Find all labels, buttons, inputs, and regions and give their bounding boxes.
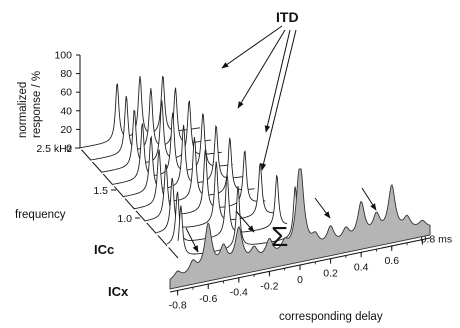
icc-curve [145, 149, 266, 222]
icc-curve [134, 137, 255, 210]
icx-label: ICx [108, 284, 129, 299]
frequency-axis-line [79, 147, 179, 259]
icc-curve-mask [80, 76, 200, 150]
frequency-tick-group: 2.5 kHz 1.5 1.0 [36, 143, 140, 225]
delay-tick-label: -0.6 [199, 293, 217, 305]
itd-arrow-2 [237, 29, 286, 109]
sum-symbol: Σ [271, 221, 288, 252]
icc-curve-mask [167, 173, 288, 248]
delay-tick-label: -0.8 [169, 299, 187, 311]
response-axis-label-line2: response / % [31, 71, 43, 138]
icc-curve-mask [90, 87, 211, 163]
sum-arrow-3 [314, 197, 331, 219]
icc-curve [79, 75, 201, 149]
delay-axis-label: corresponding delay [279, 311, 383, 323]
sum-arrow-2 [235, 210, 255, 233]
response-tick-group: 100 80 60 40 20 0 [54, 50, 80, 155]
delay-tick-label: -0.4 [230, 287, 248, 299]
icc-curve-mask [112, 112, 233, 187]
response-tick-label: 100 [54, 50, 72, 62]
icc-curves-group [79, 75, 299, 260]
itd-arrow-3 [264, 29, 291, 133]
delay-tick-label: -0.2 [260, 280, 278, 292]
response-tick-label: 60 [60, 87, 72, 99]
delay-tick-label: 0 [297, 274, 303, 286]
icx-sum-group [169, 168, 431, 290]
response-tick-label: 20 [60, 124, 72, 136]
frequency-tick-label: 1.5 [93, 185, 108, 197]
frequency-tick-label: 1.0 [117, 213, 132, 225]
icc-curve-mask [178, 186, 298, 260]
icc-curve-mask [101, 100, 222, 175]
icc-curve [177, 185, 299, 255]
itd-annotation: ITD [276, 9, 299, 25]
delay-tick-label: 0.2 [323, 268, 338, 280]
response-tick-label: 40 [60, 105, 72, 117]
response-axis-label-line1: normalized [17, 82, 29, 138]
frequency-tick-label: 2.5 kHz [36, 143, 72, 155]
icc-label: ICc [94, 242, 114, 257]
response-tick-label: 0 [66, 143, 72, 155]
annotation-arrows [185, 25, 377, 253]
frequency-axis-label: frequency [15, 209, 66, 221]
itd-arrow-1 [221, 25, 283, 69]
sum-arrow-1 [185, 227, 199, 253]
delay-tick-label: 0.6 [384, 255, 399, 267]
delay-tick-label: 0.4 [354, 261, 369, 273]
itd-arrow-4 [260, 29, 297, 171]
response-tick-label: 80 [60, 68, 72, 80]
icc-curve [166, 173, 288, 245]
icx-sum-area [169, 168, 431, 290]
sum-arrow-4 [361, 187, 377, 211]
delay-tick-label: 0.8 ms [421, 234, 453, 246]
icc-curve-mask [123, 124, 244, 199]
icc-curve-mask [134, 137, 255, 212]
icc-curve-mask [145, 149, 266, 224]
delay-tick-group: -0.8 -0.6 -0.4 -0.2 0 0.2 0.4 0.6 0.8 ms [169, 234, 453, 312]
icc-curve [123, 124, 244, 197]
